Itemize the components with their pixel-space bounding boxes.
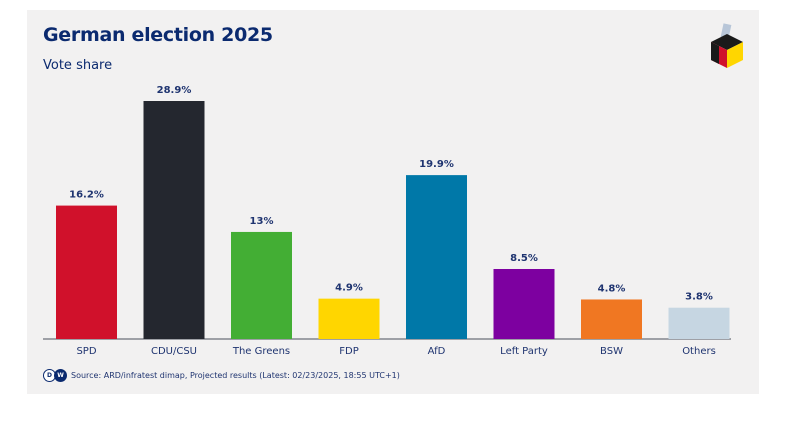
ballot-box-icon (711, 23, 743, 68)
bar-spd (56, 205, 117, 339)
chart-title: German election 2025 (43, 24, 273, 46)
data-label: 19.9% (419, 159, 454, 170)
bar-chart: 16.2% SPD 28.9% CDU/CSU 13% The Greens 4.9% FDP… (43, 85, 731, 357)
category-label: The Greens (232, 346, 290, 357)
bar-fdp (318, 298, 380, 339)
data-label: 4.8% (598, 283, 626, 294)
chart-panel: German election 2025 Vote share 16.2% SPD… (27, 10, 759, 394)
category-label: Left Party (500, 346, 548, 357)
category-label: CDU/CSU (151, 346, 197, 357)
bar-left-party (493, 269, 555, 339)
bar-bsw (581, 299, 642, 339)
data-label: 4.9% (335, 283, 363, 294)
bar-the-greens (231, 231, 292, 339)
dw-logo-icon: D W (43, 369, 67, 382)
data-label: 16.2% (69, 190, 104, 201)
source-text: Source: ARD/infratest dimap, Projected r… (71, 371, 400, 380)
chart-subtitle: Vote share (43, 58, 113, 73)
data-label: 28.9% (157, 85, 192, 96)
category-label: SPD (76, 346, 96, 357)
category-label: AfD (428, 346, 446, 357)
data-label: 8.5% (510, 253, 538, 264)
category-label: Others (682, 346, 716, 357)
bar-afd (406, 175, 467, 339)
bar-others (668, 307, 730, 339)
bar-cdu-csu (143, 101, 205, 339)
data-label: 3.8% (685, 292, 713, 303)
source-line: D W Source: ARD/infratest dimap, Project… (43, 369, 400, 382)
category-label: BSW (600, 346, 623, 357)
data-label: 13% (250, 216, 274, 227)
category-label: FDP (339, 346, 358, 357)
